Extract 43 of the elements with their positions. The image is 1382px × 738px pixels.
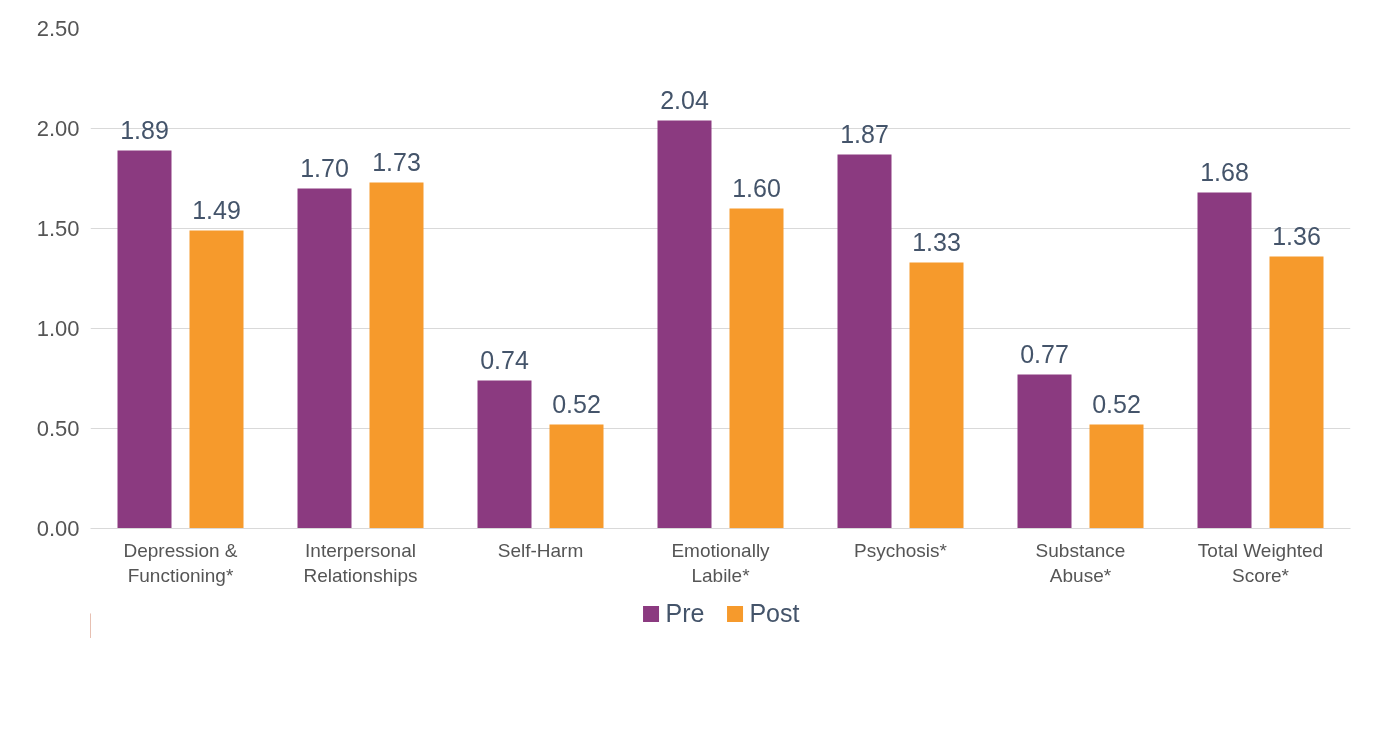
bar	[1089, 424, 1144, 529]
bar	[1269, 256, 1324, 529]
data-label: 1.60	[732, 173, 781, 202]
data-label: 1.87	[840, 119, 889, 148]
y-tick-label: 0.00	[36, 516, 80, 541]
bar	[837, 154, 892, 529]
data-label: 1.73	[372, 147, 421, 176]
legend-label: Pre	[665, 598, 705, 628]
x-tick-label: Total Weighted Score*	[1197, 539, 1324, 586]
x-tick-label: Interpersonal Relationships	[303, 539, 418, 586]
y-tick-label: 0.50	[36, 416, 80, 441]
data-label: 1.68	[1200, 157, 1249, 186]
data-label: 2.04	[660, 85, 709, 114]
data-label: 0.77	[1020, 339, 1069, 368]
bar	[189, 230, 244, 529]
y-tick-label: 2.50	[36, 16, 80, 41]
legend-label: Post	[749, 598, 800, 628]
x-tick-label: Emotionally Labile*	[671, 539, 771, 586]
bar	[117, 150, 172, 529]
y-tick-label: 2.00	[36, 116, 80, 141]
bar	[477, 380, 532, 529]
bar	[729, 208, 784, 529]
data-label: 1.70	[300, 153, 349, 182]
bar	[657, 120, 712, 529]
data-label: 0.74	[480, 345, 529, 374]
data-label: 0.52	[552, 389, 601, 418]
data-label: 1.33	[912, 227, 961, 256]
x-tick-label: Substance Abuse*	[1035, 539, 1126, 586]
data-label: 1.36	[1272, 221, 1321, 250]
bar	[909, 262, 964, 529]
bar	[549, 424, 604, 529]
bar	[297, 188, 352, 529]
x-tick-label: Psychosis*	[854, 539, 948, 561]
data-label: 1.49	[192, 195, 241, 224]
y-tick-label: 1.50	[36, 216, 80, 241]
bar	[1197, 192, 1252, 529]
data-label: 1.89	[120, 115, 169, 144]
x-tick-label: Self-Harm	[497, 539, 584, 561]
data-label: 0.52	[1092, 389, 1141, 418]
bar	[1017, 374, 1072, 529]
y-tick-label: 1.00	[36, 316, 80, 341]
bar	[369, 182, 424, 529]
x-tick-label: Depression & Functioning*	[123, 539, 238, 586]
